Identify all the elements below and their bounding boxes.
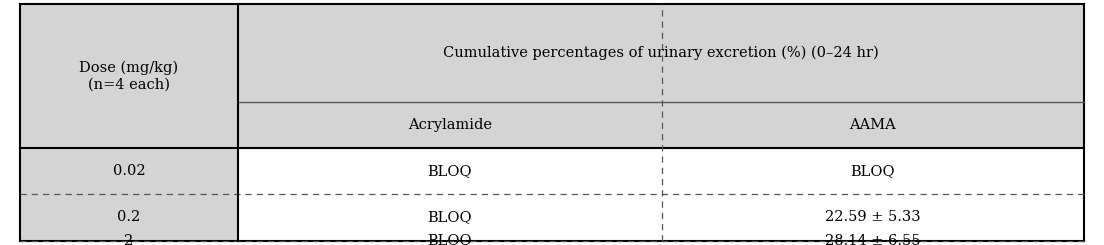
Bar <box>20 4 238 147</box>
Text: 0.02: 0.02 <box>113 164 146 178</box>
Text: 2: 2 <box>125 233 134 245</box>
Bar <box>661 147 1084 194</box>
Text: Cumulative percentages of urinary excretion (%) (0–24 hr): Cumulative percentages of urinary excret… <box>443 46 879 60</box>
Bar <box>20 147 238 194</box>
Text: Dose (mg/kg)
(n=4 each): Dose (mg/kg) (n=4 each) <box>79 61 179 91</box>
Text: BLOQ: BLOQ <box>850 164 895 178</box>
Bar <box>20 194 238 241</box>
Bar <box>661 102 1084 147</box>
Bar <box>238 4 1084 102</box>
Text: BLOQ: BLOQ <box>427 233 473 245</box>
Text: Acrylamide: Acrylamide <box>407 118 491 132</box>
Text: 0.2: 0.2 <box>117 210 140 224</box>
Text: BLOQ: BLOQ <box>427 164 473 178</box>
Text: BLOQ: BLOQ <box>427 210 473 224</box>
Bar <box>238 102 661 147</box>
Bar <box>238 194 661 241</box>
Text: AAMA: AAMA <box>849 118 896 132</box>
Bar <box>661 194 1084 241</box>
Bar <box>238 147 661 194</box>
Text: 28.14 ± 6.55: 28.14 ± 6.55 <box>825 233 921 245</box>
Text: 22.59 ± 5.33: 22.59 ± 5.33 <box>825 210 921 224</box>
